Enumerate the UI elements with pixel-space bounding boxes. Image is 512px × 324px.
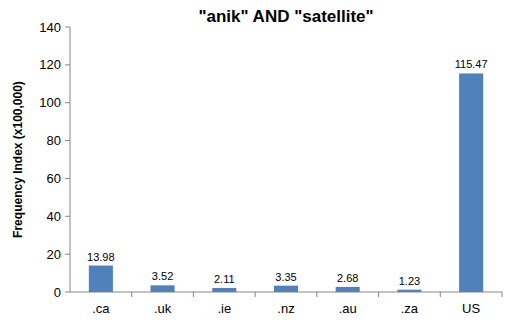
data-label: 3.35 bbox=[275, 271, 296, 283]
x-tick-label: .ca bbox=[92, 301, 110, 316]
data-label: 2.11 bbox=[214, 273, 235, 285]
data-label: 13.98 bbox=[87, 251, 115, 263]
data-label: 2.68 bbox=[337, 272, 358, 284]
x-tick-label: .ie bbox=[217, 301, 231, 316]
y-tick-label: 0 bbox=[54, 285, 61, 300]
bar bbox=[397, 290, 421, 292]
y-axis-line bbox=[70, 27, 71, 292]
bar bbox=[212, 288, 236, 292]
x-tick bbox=[255, 292, 256, 297]
bar bbox=[151, 285, 175, 292]
x-tick bbox=[440, 292, 441, 297]
y-tick-label: 80 bbox=[47, 133, 61, 148]
y-tick-label: 140 bbox=[39, 20, 61, 35]
y-tick-label: 120 bbox=[39, 57, 61, 72]
data-label: 3.52 bbox=[152, 270, 173, 282]
y-tick bbox=[65, 102, 70, 103]
y-tick bbox=[65, 292, 70, 293]
x-tick-label: .au bbox=[339, 301, 357, 316]
y-tick-label: 40 bbox=[47, 209, 61, 224]
title: "anik" AND "satellite" bbox=[198, 7, 373, 26]
y-tick bbox=[65, 140, 70, 141]
x-tick-label: .uk bbox=[154, 301, 172, 316]
bar bbox=[336, 287, 360, 292]
y-tick-label: 60 bbox=[47, 171, 61, 186]
y-tick bbox=[65, 64, 70, 65]
y-tick bbox=[65, 254, 70, 255]
x-tick bbox=[316, 292, 317, 297]
chart-svg: "anik" AND "satellite" Frequency Index (x… bbox=[0, 0, 512, 324]
x-tick-label: US bbox=[462, 301, 480, 316]
y-tick-label: 100 bbox=[39, 95, 61, 110]
x-tick bbox=[131, 292, 132, 297]
x-tick bbox=[502, 292, 503, 297]
x-tick-label: .nz bbox=[277, 301, 294, 316]
bar bbox=[459, 73, 483, 292]
x-tick bbox=[378, 292, 379, 297]
bar bbox=[89, 266, 113, 292]
data-label: 115.47 bbox=[455, 58, 488, 70]
x-tick bbox=[193, 292, 194, 297]
y-tick bbox=[65, 178, 70, 179]
data-label: 1.23 bbox=[399, 275, 420, 287]
bar bbox=[274, 286, 298, 292]
y-tick bbox=[65, 216, 70, 217]
x-tick-label: .za bbox=[401, 301, 419, 316]
chart-container: "anik" AND "satellite" Frequency Index (x… bbox=[0, 0, 512, 324]
bars bbox=[89, 73, 483, 292]
y-axis-label: Frequency Index (x100,000) bbox=[11, 81, 25, 238]
y-tick-label: 20 bbox=[47, 247, 61, 262]
y-tick bbox=[65, 27, 70, 28]
